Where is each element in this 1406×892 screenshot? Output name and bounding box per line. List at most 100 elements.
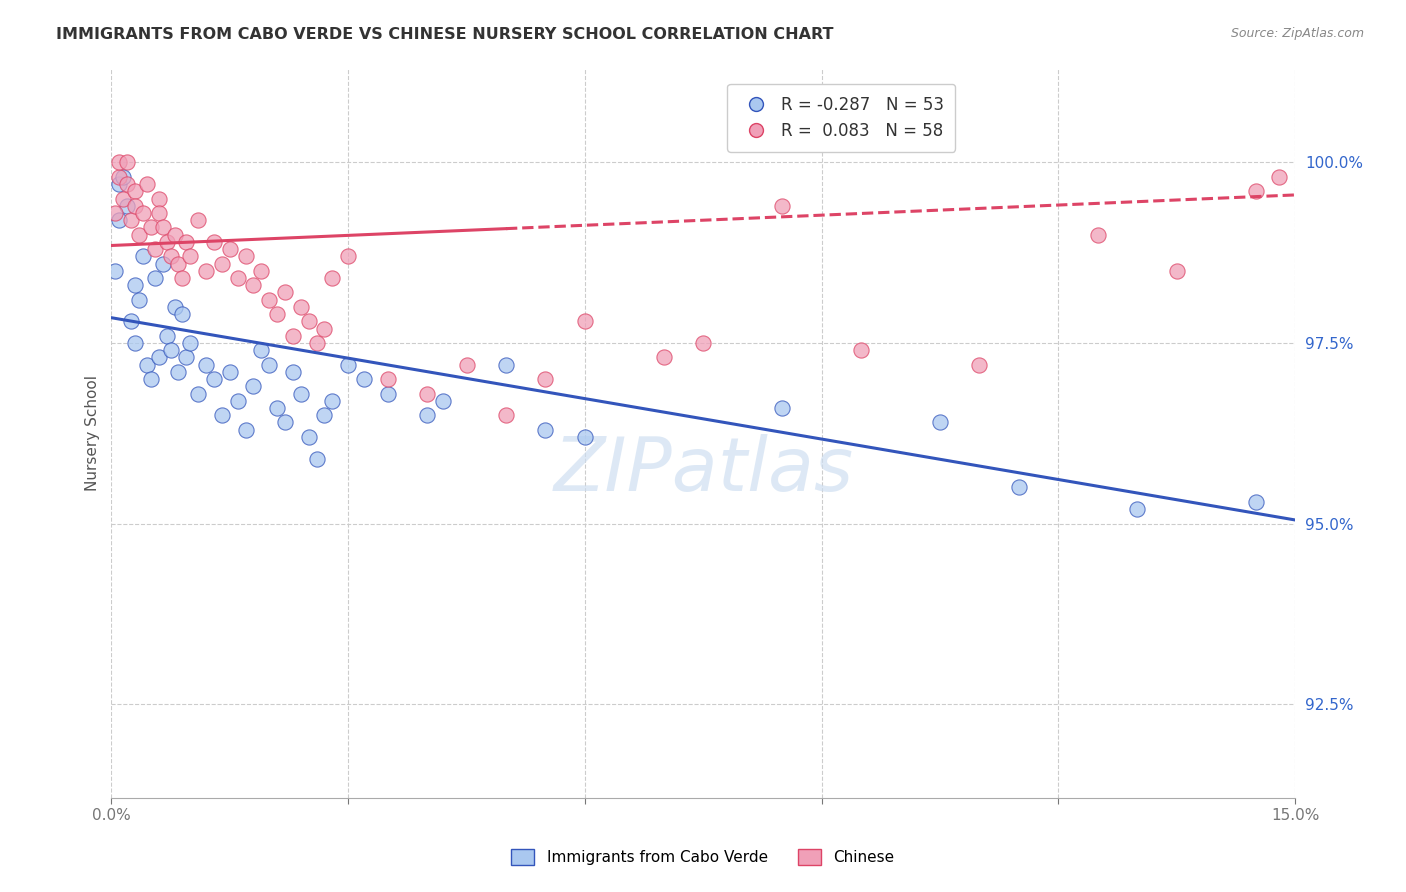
Point	[172, 307, 194, 321]
Point	[298, 314, 321, 328]
Point	[211, 409, 233, 423]
Point	[377, 386, 399, 401]
Point	[770, 401, 793, 415]
Point	[143, 271, 166, 285]
Text: Source: ZipAtlas.com: Source: ZipAtlas.com	[1230, 27, 1364, 40]
Point	[124, 199, 146, 213]
Point	[211, 256, 233, 270]
Point	[152, 220, 174, 235]
Point	[108, 155, 131, 169]
Point	[495, 409, 517, 423]
Point	[156, 235, 179, 249]
Legend: R = -0.287   N = 53, R =  0.083   N = 58: R = -0.287 N = 53, R = 0.083 N = 58	[727, 84, 955, 152]
Point	[187, 386, 209, 401]
Point	[139, 372, 162, 386]
Point	[163, 227, 186, 242]
Point	[257, 358, 280, 372]
Point	[266, 401, 288, 415]
Point	[770, 199, 793, 213]
Point	[172, 271, 194, 285]
Point	[195, 264, 218, 278]
Point	[432, 393, 454, 408]
Point	[195, 358, 218, 372]
Point	[120, 213, 142, 227]
Point	[187, 213, 209, 227]
Point	[1126, 502, 1149, 516]
Point	[242, 278, 264, 293]
Point	[159, 343, 181, 358]
Point	[1008, 480, 1031, 494]
Point	[652, 351, 675, 365]
Point	[202, 235, 225, 249]
Point	[281, 365, 304, 379]
Point	[456, 358, 478, 372]
Point	[108, 169, 131, 184]
Point	[104, 264, 127, 278]
Point	[112, 192, 135, 206]
Point	[314, 409, 336, 423]
Point	[167, 365, 190, 379]
Point	[108, 177, 131, 191]
Point	[314, 321, 336, 335]
Point	[159, 249, 181, 263]
Point	[305, 336, 328, 351]
Point	[534, 423, 557, 437]
Point	[235, 249, 257, 263]
Point	[298, 430, 321, 444]
Point	[1166, 264, 1188, 278]
Point	[124, 278, 146, 293]
Point	[1268, 169, 1291, 184]
Point	[274, 285, 297, 300]
Point	[128, 227, 150, 242]
Point	[176, 235, 198, 249]
Point	[115, 177, 138, 191]
Point	[929, 416, 952, 430]
Legend: Immigrants from Cabo Verde, Chinese: Immigrants from Cabo Verde, Chinese	[505, 843, 901, 871]
Point	[257, 293, 280, 307]
Point	[1087, 227, 1109, 242]
Point	[574, 314, 596, 328]
Point	[156, 328, 179, 343]
Point	[377, 372, 399, 386]
Point	[124, 336, 146, 351]
Point	[353, 372, 375, 386]
Point	[135, 177, 157, 191]
Point	[218, 242, 240, 256]
Point	[115, 155, 138, 169]
Point	[534, 372, 557, 386]
Point	[148, 192, 170, 206]
Text: IMMIGRANTS FROM CABO VERDE VS CHINESE NURSERY SCHOOL CORRELATION CHART: IMMIGRANTS FROM CABO VERDE VS CHINESE NU…	[56, 27, 834, 42]
Point	[235, 423, 257, 437]
Point	[202, 372, 225, 386]
Point	[290, 300, 312, 314]
Point	[416, 386, 439, 401]
Point	[132, 206, 155, 220]
Point	[139, 220, 162, 235]
Point	[176, 351, 198, 365]
Point	[849, 343, 872, 358]
Point	[321, 271, 343, 285]
Point	[128, 293, 150, 307]
Point	[1244, 495, 1267, 509]
Point	[120, 314, 142, 328]
Point	[148, 206, 170, 220]
Point	[242, 379, 264, 393]
Point	[574, 430, 596, 444]
Point	[250, 264, 273, 278]
Point	[274, 416, 297, 430]
Point	[692, 336, 714, 351]
Point	[132, 249, 155, 263]
Point	[250, 343, 273, 358]
Point	[218, 365, 240, 379]
Y-axis label: Nursery School: Nursery School	[86, 376, 100, 491]
Point	[416, 409, 439, 423]
Point	[290, 386, 312, 401]
Point	[337, 358, 360, 372]
Text: ZIPatlas: ZIPatlas	[553, 434, 853, 506]
Point	[152, 256, 174, 270]
Point	[112, 169, 135, 184]
Point	[167, 256, 190, 270]
Point	[124, 184, 146, 198]
Point	[104, 206, 127, 220]
Point	[321, 393, 343, 408]
